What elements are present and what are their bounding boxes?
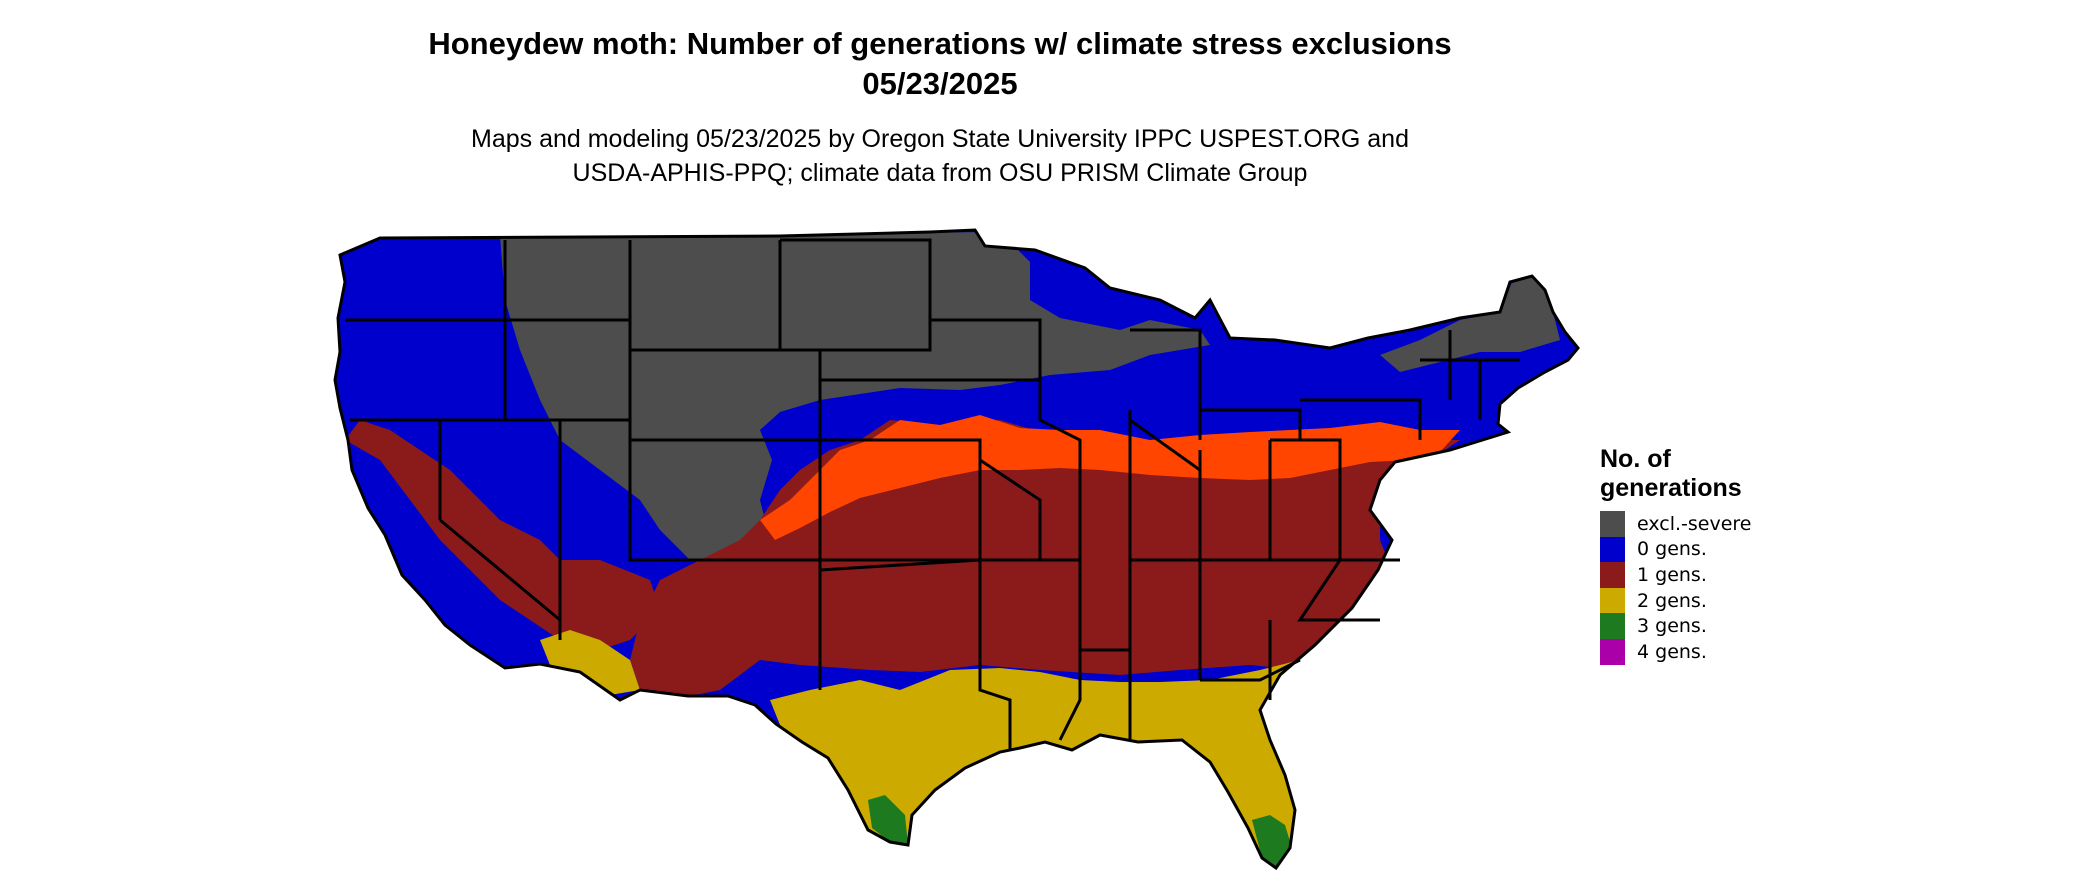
legend-label-1-gens: 1 gens. [1637,563,1707,586]
legend-swatch-4-gens [1600,638,1625,665]
zone-2-gens-southwest [540,630,640,695]
subtitle-line-2: USDA-APHIS-PPQ; climate data from OSU PR… [572,159,1308,187]
legend-item-1-gens: 1 gens. [1600,562,1752,588]
us-outline [333,228,1580,871]
state-lines [345,238,1520,750]
title-line-1: Honeydew moth: Number of generations w/ … [428,26,1452,61]
legend-item-3-gens: 3 gens. [1600,613,1752,639]
legend: No. of generations excl.-severe 0 gens. … [1600,445,1752,665]
legend-item-excl-severe: excl.-severe [1600,511,1752,537]
map-title: Honeydew moth: Number of generations w/ … [0,24,1880,104]
zone-3-gens-texas [868,795,908,845]
legend-label-2-gens: 2 gens. [1637,589,1707,612]
map-subtitle: Maps and modeling 05/23/2025 by Oregon S… [0,122,1880,190]
legend-label-0-gens: 0 gens. [1637,538,1707,561]
zone-1-gens-edge [760,415,1460,540]
legend-item-4-gens: 4 gens. [1600,638,1752,665]
legend-item-2-gens: 2 gens. [1600,587,1752,614]
legend-title-line-2: generations [1600,474,1742,502]
legend-swatch-0-gens [1600,536,1625,563]
legend-swatch-excl-severe [1600,511,1625,537]
zone-excl-severe-north [500,232,1210,560]
legend-label-excl-severe: excl.-severe [1637,512,1752,535]
title-line-2: 05/23/2025 [862,66,1018,101]
legend-title-line-1: No. of [1600,445,1671,473]
zone-1-gens-west [345,420,660,650]
zone-excl-severe-northeast [1380,276,1560,372]
state-boundaries [333,228,1580,871]
legend-items: excl.-severe 0 gens. 1 gens. 2 gens. 3 g… [1600,511,1752,665]
legend-swatch-1-gens [1600,562,1625,588]
legend-label-3-gens: 3 gens. [1637,615,1707,638]
legend-label-4-gens: 4 gens. [1637,640,1707,663]
legend-swatch-2-gens [1600,587,1625,614]
legend-title: No. of generations [1600,445,1752,503]
generation-zones [335,230,1578,868]
legend-item-0-gens: 0 gens. [1600,536,1752,563]
zone-2-gens [770,650,1330,868]
subtitle-line-1: Maps and modeling 05/23/2025 by Oregon S… [471,125,1409,153]
legend-swatch-3-gens [1600,613,1625,639]
